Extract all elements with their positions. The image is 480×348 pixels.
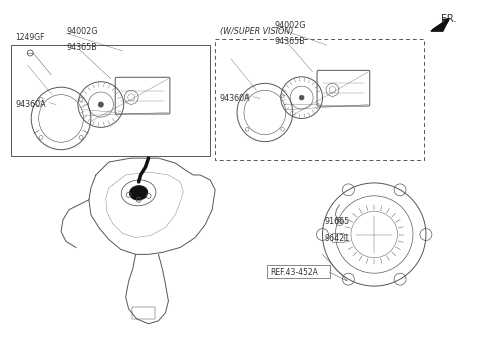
Text: FR.: FR. [441,14,456,24]
Text: 1249GF: 1249GF [15,33,45,42]
Text: 96421: 96421 [324,234,349,243]
Text: 94002G: 94002G [275,21,306,30]
Text: 91665: 91665 [324,217,349,226]
Text: 94002G: 94002G [66,27,97,35]
Bar [132,307,156,319]
Text: 94365B: 94365B [66,42,97,52]
Bar [215,39,424,160]
Circle shape [98,102,104,107]
Text: REF.43-452A: REF.43-452A [270,268,318,277]
Ellipse shape [130,186,147,200]
Text: 94360A: 94360A [15,100,46,109]
Text: (W/SUPER VISION): (W/SUPER VISION) [220,27,293,35]
Circle shape [299,95,304,100]
Text: 94360A: 94360A [219,94,250,103]
Text: 94365B: 94365B [275,37,306,46]
Bar [12,45,210,156]
Polygon shape [431,19,449,31]
